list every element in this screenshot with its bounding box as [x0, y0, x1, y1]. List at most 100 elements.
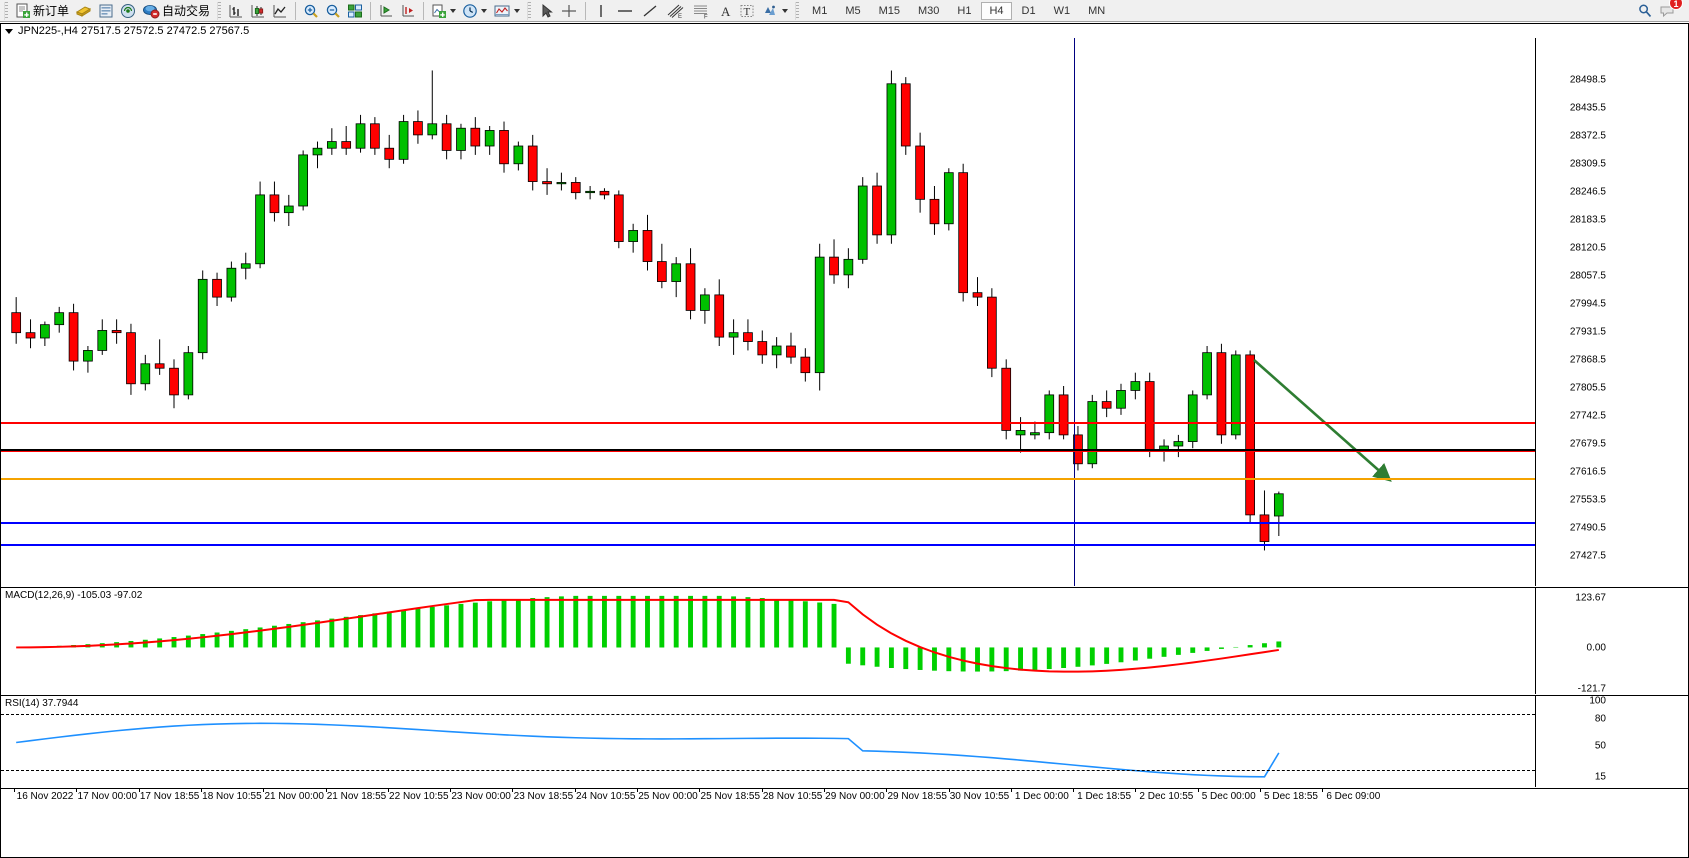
time-label: 21 Nov 18:55	[326, 791, 387, 802]
timeframe-m5[interactable]: M5	[845, 4, 861, 17]
timeframe-d1[interactable]: D1	[1021, 4, 1036, 17]
timeframe-h4[interactable]: H4	[981, 1, 1012, 20]
svg-text:E: E	[678, 14, 682, 19]
timeframe-h1[interactable]: H1	[957, 4, 972, 17]
chart-shift-icon	[380, 4, 393, 16]
price-tick: 27490.5	[1569, 522, 1606, 534]
candlestick-series	[11, 70, 1284, 551]
fibonacci-tool-button[interactable]: F	[689, 1, 713, 21]
rsi-pane[interactable]: RSI(14) 37.7944 100 80 50 15	[1, 695, 1688, 787]
crosshair-tool-button[interactable]	[558, 1, 580, 21]
templates-dropdown-caret[interactable]	[514, 8, 521, 13]
zoom-out-button[interactable]	[323, 1, 343, 21]
candlestick-chart-button[interactable]	[248, 1, 268, 21]
candlestick-icon	[251, 4, 265, 17]
toolbar-grip-3[interactable]	[527, 1, 532, 20]
time-label: 22 Nov 10:55	[389, 791, 449, 802]
time-tick	[823, 789, 825, 792]
vertical-line-tool-button[interactable]	[591, 1, 611, 21]
time-label: 1 Dec 18:55	[1077, 791, 1132, 802]
auto-scroll-icon	[402, 4, 415, 16]
time-label: 25 Nov 18:55	[700, 791, 761, 802]
cursor-arrow-icon	[542, 3, 553, 18]
price-plot-area[interactable]	[1, 38, 1535, 586]
level-line-support-2[interactable]	[1, 544, 1535, 547]
data-window-button[interactable]	[118, 1, 138, 21]
price-tick: 28309.5	[1569, 158, 1606, 170]
timeframe-w1[interactable]: W1	[1053, 4, 1071, 17]
text-label-tool-button[interactable]: T	[737, 1, 757, 21]
level-line-support-1[interactable]	[1, 521, 1535, 524]
chart-window[interactable]: JPN225-,H4 27517.5 27572.5 27472.5 27567…	[0, 23, 1689, 858]
equidistant-channel-button[interactable]: E	[663, 1, 687, 21]
price-tick: 27931.5	[1569, 326, 1606, 338]
time-tick	[325, 789, 327, 792]
level-line-resistance-1[interactable]	[1, 421, 1535, 424]
text-label-icon: T	[740, 4, 754, 18]
timeframe-m30[interactable]: M30	[918, 4, 940, 17]
time-tick	[761, 789, 763, 792]
text-icon: A	[721, 4, 731, 19]
toolbar-grip[interactable]	[4, 1, 8, 20]
time-tick	[263, 789, 265, 792]
macd-axis: 123.67 0.00 -121.7	[1535, 588, 1688, 695]
toolbar-grip-4[interactable]	[795, 1, 800, 20]
chart-menu-caret-icon[interactable]	[5, 28, 13, 34]
level-line-pivot[interactable]	[1, 477, 1535, 480]
period-selector-button[interactable]	[460, 1, 489, 21]
toolbar-separator-4	[585, 1, 587, 20]
add-indicator-button[interactable]	[429, 1, 458, 21]
time-axis[interactable]: 16 Nov 2022 17 Nov 00:00 17 Nov 18:55 18 No…	[1, 788, 1688, 804]
auto-scroll-button[interactable]	[398, 1, 418, 21]
timeframe-mn[interactable]: MN	[1088, 4, 1106, 17]
macd-plot-area[interactable]	[1, 588, 1535, 694]
rsi-title: RSI(14) 37.7944	[5, 698, 79, 709]
svg-text:F: F	[704, 14, 708, 19]
time-label: 30 Nov 10:55	[949, 791, 1010, 802]
market-watch-button[interactable]	[96, 1, 116, 21]
toolbar-grip-2[interactable]	[217, 1, 222, 20]
time-tick	[1260, 789, 1261, 792]
time-tick	[1322, 789, 1324, 792]
zoom-in-button[interactable]	[301, 1, 321, 21]
autotrading-button[interactable]: 自动交易	[140, 1, 212, 21]
notifications-button[interactable]: 1	[1657, 0, 1683, 21]
new-order-button[interactable]: 新订单	[13, 1, 71, 21]
horizontal-line-icon	[618, 9, 633, 12]
price-tick: 27868.5	[1569, 354, 1606, 366]
price-tick: 28372.5	[1569, 130, 1606, 142]
indicator-dropdown-caret[interactable]	[450, 8, 457, 13]
cursor-tool-button[interactable]	[536, 1, 556, 21]
main-toolbar: 新订单 自动交易	[0, 0, 1689, 22]
price-tick: 28057.5	[1569, 270, 1606, 282]
time-tick	[512, 789, 514, 792]
timeframe-m15[interactable]: M15	[878, 4, 900, 17]
shift-end-button[interactable]	[376, 1, 396, 21]
tile-windows-button[interactable]	[345, 1, 365, 21]
level-line-resistance-2[interactable]	[1, 450, 1535, 453]
time-label: 29 Nov 00:00	[825, 791, 885, 802]
down-trend-arrow[interactable]	[1253, 359, 1392, 482]
templates-button[interactable]	[491, 1, 522, 21]
time-tick	[76, 789, 78, 792]
trendline-tool-button[interactable]	[639, 1, 661, 21]
level-line-last-price[interactable]	[1, 449, 1535, 452]
rsi-plot-area[interactable]	[1, 696, 1535, 787]
search-button[interactable]	[1635, 1, 1655, 21]
bar-chart-button[interactable]	[226, 1, 246, 21]
chart-annotations[interactable]	[1, 38, 1535, 586]
line-chart-button[interactable]	[270, 1, 290, 21]
timeframe-m1[interactable]: M1	[812, 4, 828, 17]
time-label: 23 Nov 18:55	[513, 791, 574, 802]
vertical-line-icon	[600, 4, 602, 17]
period-dropdown-caret[interactable]	[481, 8, 488, 13]
macd-pane[interactable]: MACD(12,26,9) -105.03 -97.02 123.67 0.00 -…	[1, 587, 1688, 695]
text-tool-button[interactable]: A	[715, 1, 735, 21]
arrows-dropdown-caret[interactable]	[782, 8, 789, 13]
horizontal-line-tool-button[interactable]	[613, 1, 637, 21]
arrows-tool-button[interactable]	[759, 1, 790, 21]
rsi-tick: 80	[1594, 713, 1606, 725]
cheese-tool-button[interactable]	[73, 1, 94, 21]
price-axis[interactable]: 28498.5 28435.5 28372.5 28309.5 28246.5 28183…	[1535, 38, 1688, 586]
price-pane[interactable]: 28498.5 28435.5 28372.5 28309.5 28246.5 28183…	[1, 38, 1688, 586]
